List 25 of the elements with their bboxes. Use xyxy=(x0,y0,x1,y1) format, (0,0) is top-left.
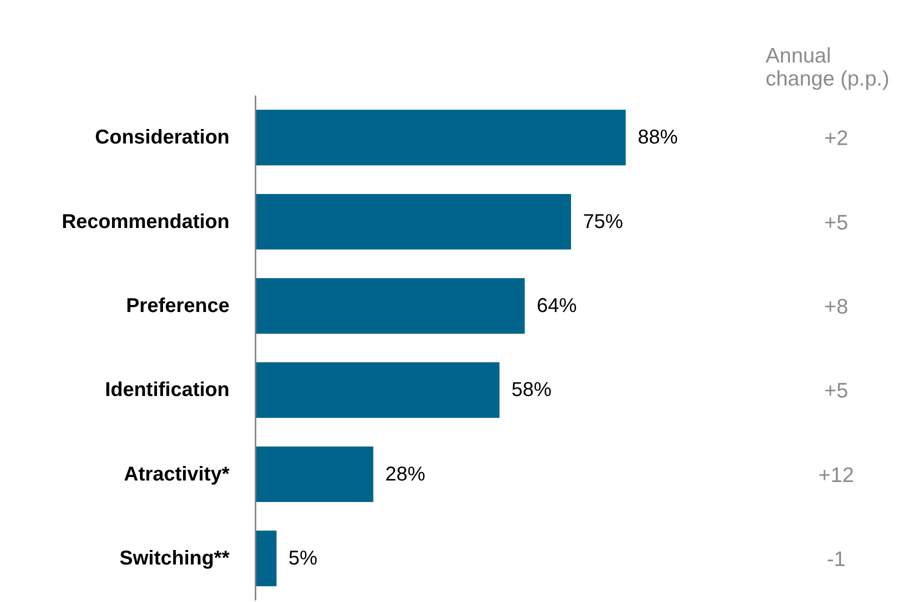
y-tick-label: Consideration xyxy=(95,126,230,149)
text: -1 xyxy=(826,548,846,571)
data-label: 64% xyxy=(536,294,578,317)
text: +5 xyxy=(824,211,848,234)
bar xyxy=(256,530,277,586)
data-label: 58% xyxy=(512,379,552,402)
text: +8 xyxy=(824,295,848,318)
bar xyxy=(256,362,500,418)
y-tick-label: Identification xyxy=(105,379,230,402)
text: Annual change (p.p.) xyxy=(766,44,890,90)
text: +12 xyxy=(818,464,854,487)
y-tick-label: Switching** xyxy=(119,547,230,570)
bar xyxy=(256,110,626,166)
text: +5 xyxy=(824,380,848,403)
bar xyxy=(256,278,525,334)
y-tick-label: Recommendation xyxy=(62,210,230,233)
bar xyxy=(256,446,374,502)
y-tick-label: Preference xyxy=(126,294,230,317)
data-label: 5% xyxy=(288,547,318,570)
bar xyxy=(256,194,572,250)
text: +2 xyxy=(824,127,848,150)
y-tick-label: Atractivity* xyxy=(124,463,230,486)
data-label: 75% xyxy=(583,210,624,233)
data-label: 88% xyxy=(638,126,678,149)
data-label: 28% xyxy=(385,463,426,486)
